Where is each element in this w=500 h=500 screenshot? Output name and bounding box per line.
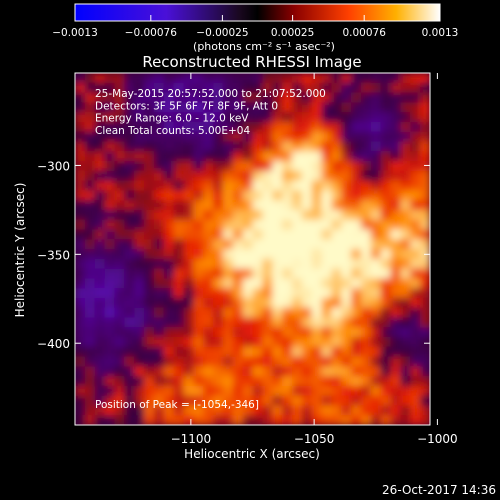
heatmap-image (75, 73, 430, 425)
colorbar-tick-label: −0.00025 (196, 27, 248, 39)
y-axis-ticks: −300 −350 −400 (37, 159, 430, 351)
annotation-line: Clean Total counts: 5.00E+04 (95, 125, 250, 137)
colorbar-tick-label: −0.00076 (125, 27, 178, 39)
timestamp: 26-Oct-2017 14:36 (382, 483, 496, 497)
annotation-line: Detectors: 3F 5F 6F 7F 8F 9F, Att 0 (95, 100, 278, 112)
colorbar-unit-label: (photons cm⁻² s⁻¹ asec⁻²) (193, 40, 335, 53)
x-axis-ticks: −1100 −1050 −1000 (171, 73, 458, 446)
y-axis-label: Heliocentric Y (arcsec) (13, 183, 27, 318)
x-axis-label: Heliocentric X (arcsec) (184, 447, 320, 461)
colorbar-tick-label: 0.00076 (342, 27, 386, 39)
colorbar-ticks: −0.0013 −0.00076 −0.00025 0.00025 0.00076 0.0… (52, 15, 458, 39)
y-tick-label: −400 (37, 337, 70, 351)
annotation-line: Energy Range: 6.0 - 12.0 keV (95, 113, 249, 125)
colorbar-tick-label: 0.00025 (271, 27, 314, 39)
plot-frame (74, 72, 431, 426)
colorbar-tick-label: 0.0013 (422, 27, 459, 39)
peak-position-label: Position of Peak = [-1054,-346] (95, 399, 259, 411)
x-tick-label: −1000 (417, 432, 458, 446)
y-tick-label: −350 (37, 248, 70, 262)
chart-title: Reconstructed RHESSI Image (142, 53, 361, 71)
x-tick-label: −1100 (171, 432, 212, 446)
colorbar-tick-label: −0.0013 (52, 27, 98, 39)
observation-annotations: 25-May-2015 20:57:52.000 to 21:07:52.000… (95, 88, 326, 137)
y-tick-label: −300 (37, 159, 70, 173)
colorbar (74, 3, 441, 22)
x-tick-label: −1050 (294, 432, 335, 446)
annotation-line: 25-May-2015 20:57:52.000 to 21:07:52.000 (95, 88, 326, 100)
